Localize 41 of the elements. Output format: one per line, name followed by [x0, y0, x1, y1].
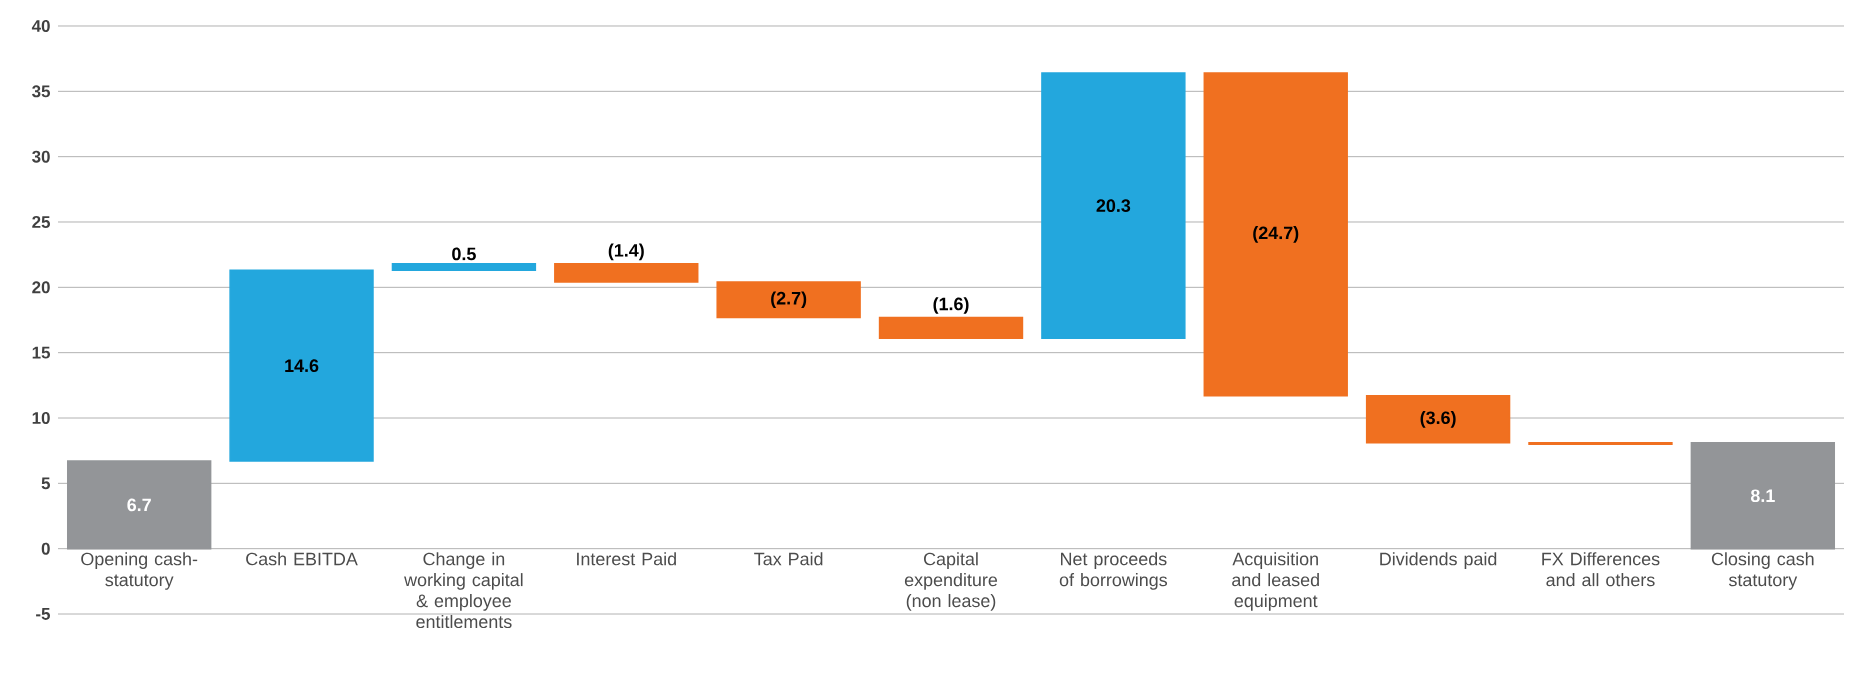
x-tick-label: Tax Paid	[754, 552, 823, 566]
data-label: (1.6)	[933, 297, 969, 314]
x-tick-label: Capital expenditure (non lease)	[904, 552, 998, 611]
y-tick-label: 5	[41, 477, 51, 490]
y-tick-label: 25	[32, 216, 51, 228]
x-tick-label: Net proceeds of borrowings	[1059, 552, 1168, 590]
x-tick-label: FX Differences and all others	[1542, 552, 1660, 587]
bar	[1041, 72, 1186, 340]
bar	[1203, 72, 1348, 397]
x-tick-label: Acquisition and leased equipment	[1232, 552, 1319, 611]
y-tick-label: 10	[32, 412, 50, 424]
data-label: 0.5	[452, 247, 476, 261]
bar	[1365, 395, 1511, 444]
y-tick-label: 30	[32, 150, 50, 163]
bar	[229, 269, 374, 462]
data-label: 6.7	[127, 498, 151, 512]
x-tick-label: Change in working capital & employee entitlements	[404, 552, 523, 629]
y-tick-label: 15	[32, 346, 51, 359]
bar	[878, 316, 1024, 340]
bar	[1690, 442, 1836, 550]
x-tick-label: Closing cash statutory	[1711, 552, 1814, 590]
x-tick-label: Interest Paid	[577, 552, 676, 566]
x-tick-label: Opening cash- statutory	[81, 552, 198, 590]
y-tick-label: 40	[31, 20, 50, 32]
x-tick-label: Dividends paid	[1380, 552, 1497, 569]
x-tick-label: Cash EBITDA	[246, 552, 358, 566]
data-label: 20.3	[1096, 199, 1131, 213]
data-label: (1.4)	[608, 243, 644, 261]
y-tick-label: 20	[32, 281, 50, 294]
data-label: (3.6)	[1420, 410, 1456, 428]
data-label: (24.7)	[1253, 226, 1299, 243]
bar	[66, 460, 212, 550]
y-tick-label: 0	[41, 542, 50, 555]
data-label: 14.6	[285, 359, 319, 373]
bar	[391, 263, 537, 272]
data-label: (2.7)	[771, 291, 807, 309]
bar	[716, 281, 861, 319]
y-tick-label: 35	[32, 85, 51, 98]
y-tick-label: -5	[36, 608, 51, 620]
bar	[554, 263, 699, 283]
data-label: 8.1	[1750, 489, 1775, 503]
